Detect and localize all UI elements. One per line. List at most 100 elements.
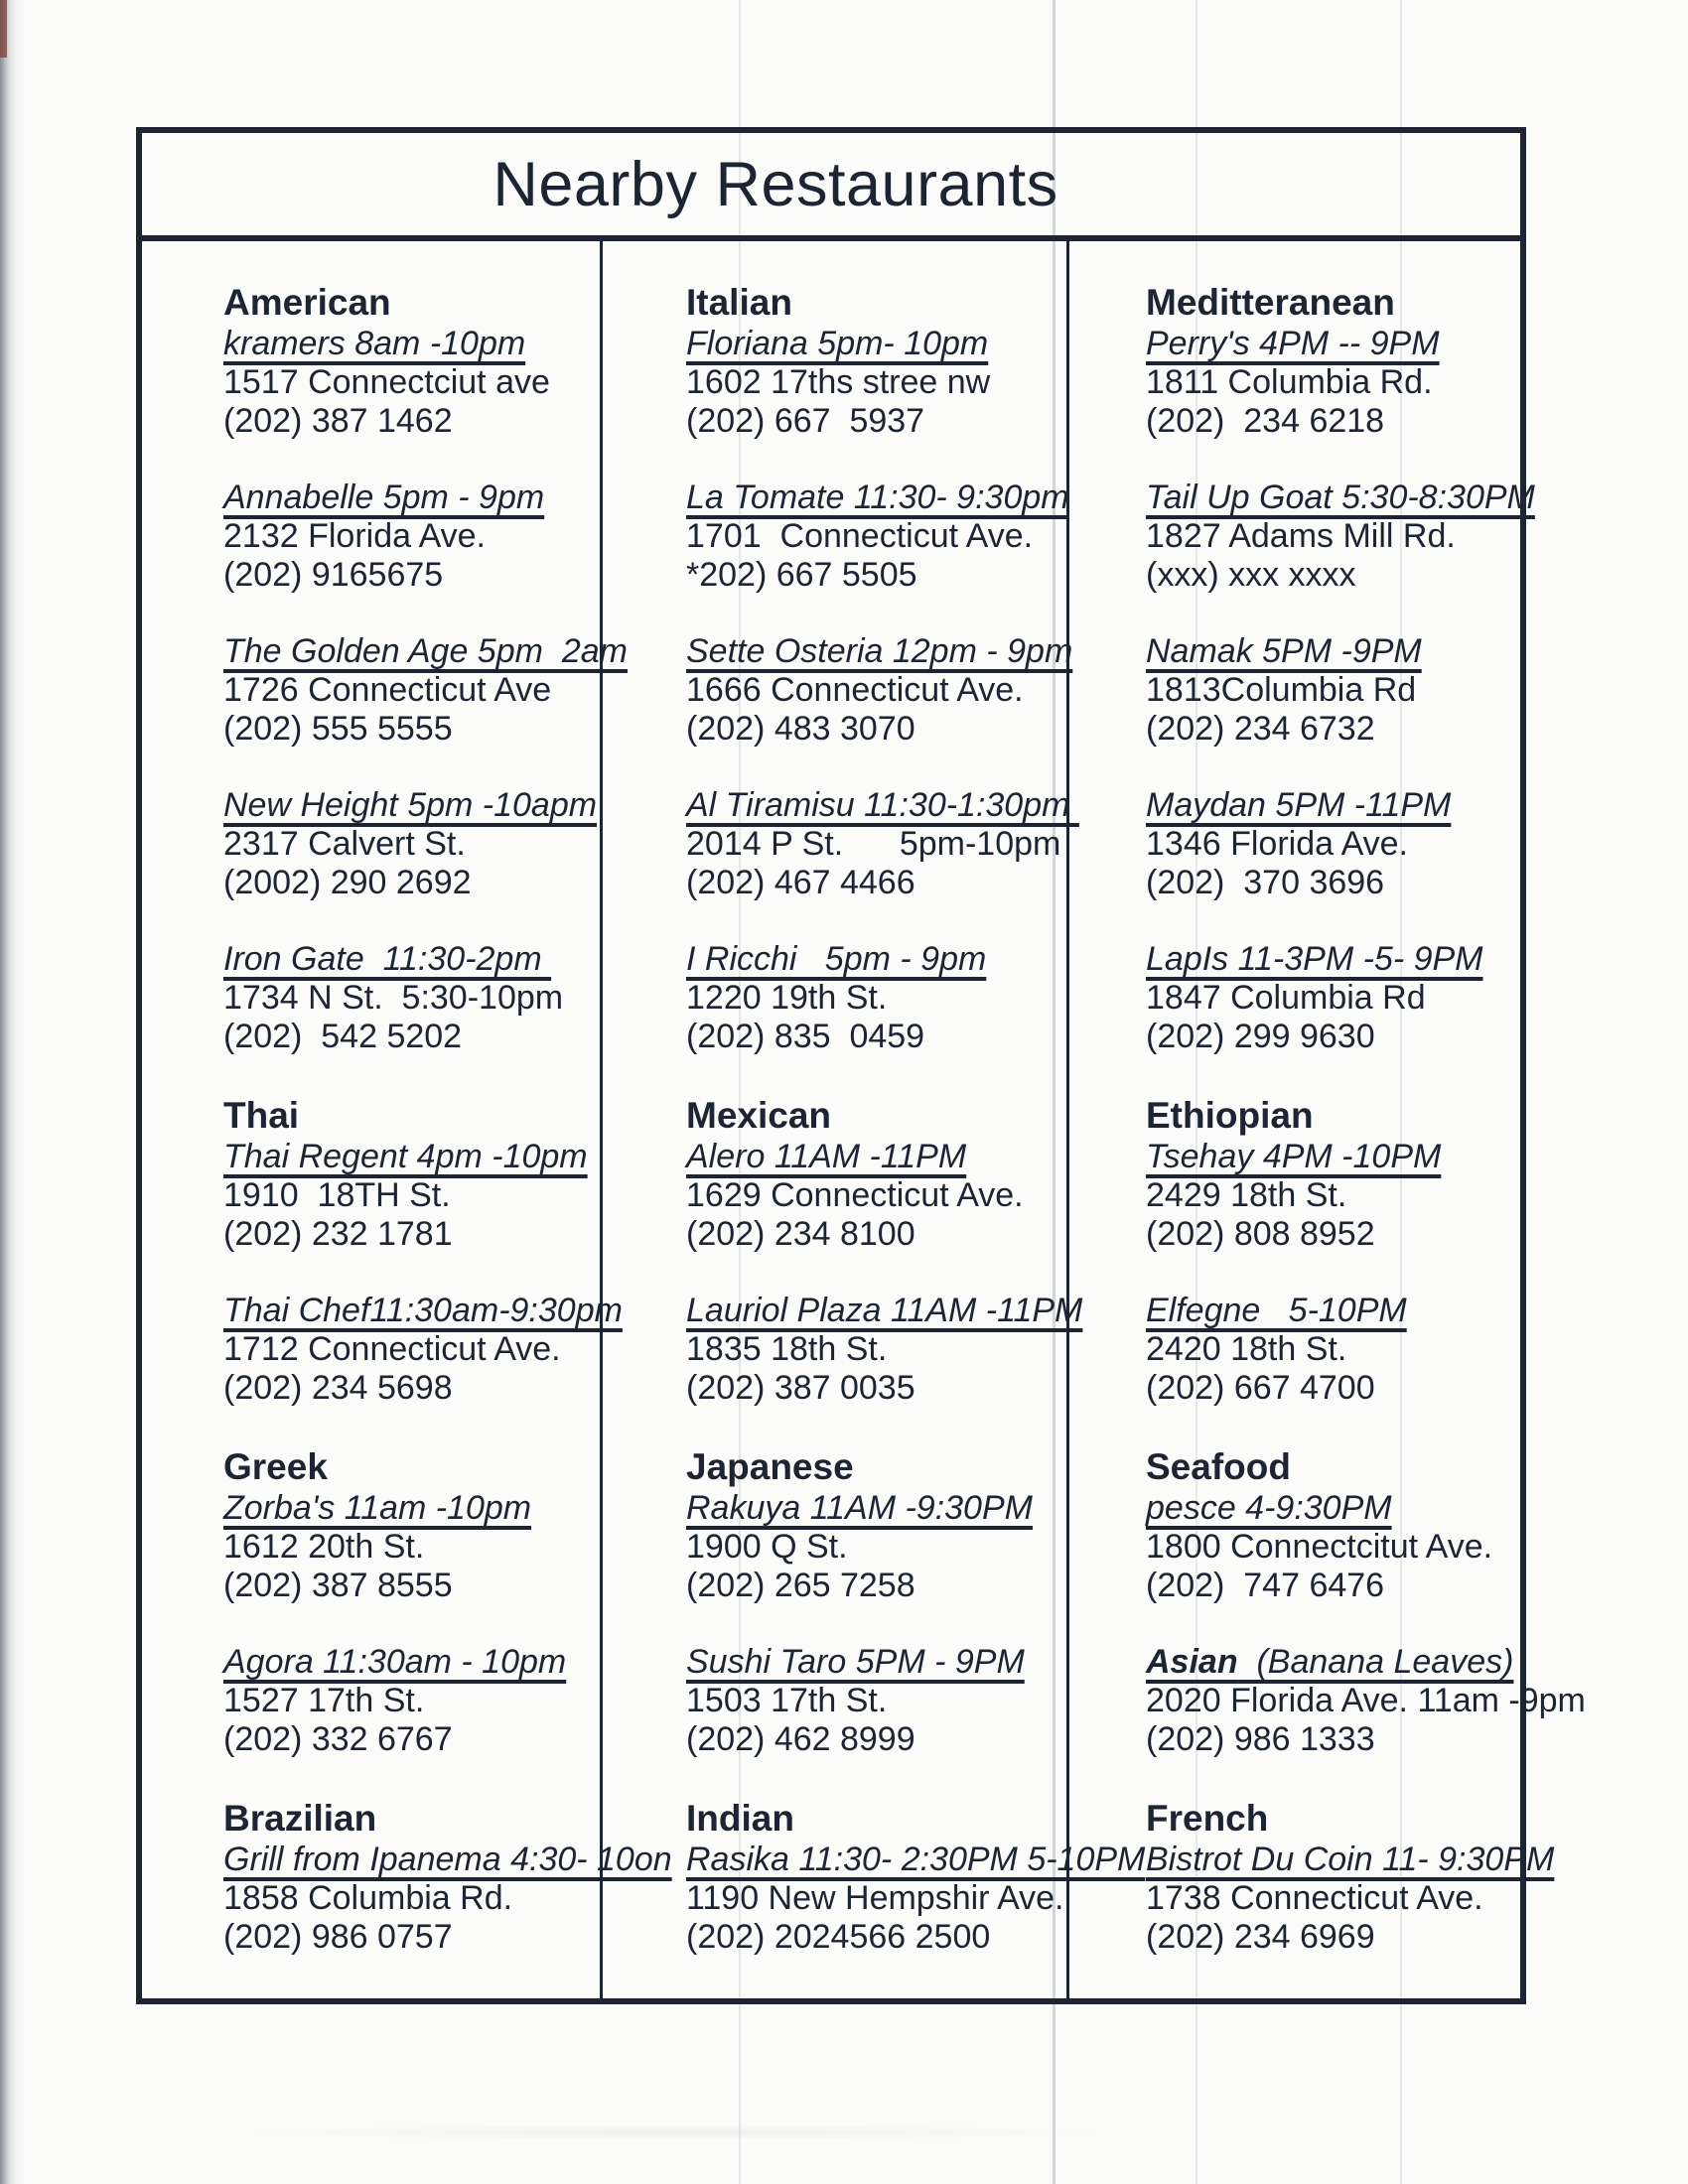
cuisine-section-mexican: Mexican Alero 11AM -11PM 1629 Connecticut … bbox=[686, 1094, 1082, 1408]
restaurant-name-hours: LapIs 11-3PM -5- 9PM bbox=[1146, 940, 1586, 979]
restaurant-address: 1827 Adams Mill Rd. bbox=[1146, 517, 1456, 555]
scan-streak bbox=[1053, 0, 1055, 2184]
restaurant-entry: The Golden Age 5pm 2am 1726 Connecticut A… bbox=[223, 632, 628, 749]
restaurant-address: 1738 Connecticut Ave. bbox=[1146, 1879, 1483, 1917]
restaurant-address: 1726 Connecticut Ave bbox=[223, 671, 552, 709]
restaurant-address: 1813Columbia Rd bbox=[1146, 671, 1417, 709]
restaurant-name-hours: Bistrot Du Coin 11- 9:30PM bbox=[1146, 1841, 1586, 1879]
restaurant-entry: Rasika 11:30- 2:30PM 5-10PM 1190 New Hemp… bbox=[686, 1841, 1145, 1957]
restaurant-phone: (202) 667 5937 bbox=[686, 402, 925, 440]
restaurant-phone: (202) 332 6767 bbox=[223, 1720, 453, 1758]
restaurant-entry: Sushi Taro 5PM - 9PM 1503 17th St. (202) 4… bbox=[686, 1643, 1066, 1759]
restaurant-phone: (xxx) xxx xxxx bbox=[1146, 556, 1356, 594]
restaurant-phone: (202) 462 8999 bbox=[686, 1720, 915, 1758]
restaurant-phone: (202) 808 8952 bbox=[1146, 1215, 1375, 1253]
restaurant-name-text: The Golden Age 5pm 2am bbox=[223, 632, 628, 670]
cuisine-header: American bbox=[223, 282, 391, 323]
restaurant-name-hours: kramers 8am -10pm bbox=[223, 325, 600, 363]
restaurant-address: 2020 Florida Ave. 11am -9pm bbox=[1146, 1682, 1586, 1719]
restaurant-name-hours: Perry's 4PM -- 9PM bbox=[1146, 325, 1586, 363]
restaurant-name-text: Floriana 5pm- 10pm bbox=[686, 325, 989, 362]
restaurant-name-hours: Grill from Ipanema 4:30- 10on bbox=[223, 1841, 672, 1879]
cuisine-header: Brazilian bbox=[223, 1798, 377, 1839]
restaurant-address: 1800 Connectcitut Ave. bbox=[1146, 1528, 1493, 1566]
restaurant-name-hours: Al Tiramisu 11:30-1:30pm bbox=[686, 786, 1069, 825]
title-row: Nearby Restaurants bbox=[142, 133, 1520, 241]
restaurant-entry: Tail Up Goat 5:30-8:30PM 1827 Adams Mill … bbox=[1146, 478, 1586, 595]
restaurant-name-text: Tail Up Goat 5:30-8:30PM bbox=[1146, 478, 1535, 516]
scan-streak bbox=[1196, 0, 1197, 2184]
restaurant-address: 1629 Connecticut Ave. bbox=[686, 1176, 1024, 1214]
restaurants-table: Nearby Restaurants American kramers 8am -… bbox=[136, 127, 1586, 2004]
restaurant-name-text: Thai Chef11:30am-9:30pm bbox=[223, 1292, 623, 1329]
restaurant-name-bold: Asian bbox=[1146, 1643, 1238, 1681]
cuisine-section-japanese: Japanese Rakuya 11AM -9:30PM 1900 Q St. (20… bbox=[686, 1445, 1066, 1759]
restaurant-entry: Tsehay 4PM -10PM 2429 18th St. (202) 808 8… bbox=[1146, 1138, 1586, 1254]
restaurant-name-text: Rasika 11:30- 2:30PM 5-10PM bbox=[686, 1841, 1146, 1878]
restaurant-phone: (202) 234 8100 bbox=[686, 1215, 915, 1253]
restaurant-address: 1517 Connectciut ave bbox=[223, 363, 550, 401]
restaurant-name-text: I Ricchi 5pm - 9pm bbox=[686, 940, 987, 978]
restaurant-address: 1220 19th St. bbox=[686, 979, 888, 1017]
restaurant-phone: (202) 299 9630 bbox=[1146, 1018, 1375, 1055]
cuisine-header: Greek bbox=[223, 1446, 328, 1487]
cuisine-header: Indian bbox=[686, 1798, 794, 1839]
column-3: Meditteranean Perry's 4PM -- 9PM 1811 Colu… bbox=[1069, 241, 1586, 1998]
restaurant-name-hours: Rasika 11:30- 2:30PM 5-10PM bbox=[686, 1841, 1145, 1879]
restaurant-name-hours: Iron Gate 11:30-2pm bbox=[223, 940, 600, 979]
restaurant-address: 2429 18th St. bbox=[1146, 1176, 1347, 1214]
restaurant-address: 1910 18TH St. bbox=[223, 1176, 451, 1214]
cuisine-section-meditteranean: Meditteranean Perry's 4PM -- 9PM 1811 Colu… bbox=[1146, 281, 1586, 1056]
cuisine-header: Italian bbox=[686, 282, 792, 323]
restaurant-entry: Sette Osteria 12pm - 9pm 1666 Connecticut… bbox=[686, 632, 1072, 749]
restaurant-entry: Thai Regent 4pm -10pm 1910 18TH St. (202) … bbox=[223, 1138, 600, 1254]
restaurant-name-text: kramers 8am -10pm bbox=[223, 325, 526, 362]
restaurant-name-text: Tsehay 4PM -10PM bbox=[1146, 1138, 1442, 1175]
restaurant-name-text: Lauriol Plaza 11AM -11PM bbox=[686, 1292, 1083, 1329]
restaurant-address: 1503 17th St. bbox=[686, 1682, 888, 1719]
restaurant-phone: (202) 747 6476 bbox=[1146, 1567, 1385, 1604]
restaurant-entry: I Ricchi 5pm - 9pm 1220 19th St. (202) 835… bbox=[686, 940, 1066, 1056]
cuisine-header: Meditteranean bbox=[1146, 282, 1395, 323]
restaurant-phone: (202) 232 1781 bbox=[223, 1215, 453, 1253]
restaurant-phone: (2002) 290 2692 bbox=[223, 864, 472, 901]
restaurant-name-text: Al Tiramisu 11:30-1:30pm bbox=[686, 786, 1079, 824]
restaurant-name-text: Perry's 4PM -- 9PM bbox=[1146, 325, 1440, 362]
restaurant-entry: Lauriol Plaza 11AM -11PM 1835 18th St. (20… bbox=[686, 1292, 1082, 1408]
restaurant-address: 1346 Florida Ave. bbox=[1146, 825, 1408, 863]
cuisine-section-thai: Thai Thai Regent 4pm -10pm 1910 18TH St. (2… bbox=[223, 1094, 623, 1408]
restaurant-entry: Annabelle 5pm - 9pm 2132 Florida Ave. (202… bbox=[223, 478, 600, 595]
restaurant-phone: (202) 2024566 2500 bbox=[686, 1918, 991, 1956]
restaurant-phone: (202) 265 7258 bbox=[686, 1567, 915, 1604]
restaurant-phone: (202) 234 6969 bbox=[1146, 1918, 1375, 1956]
restaurant-name-hours: Namak 5PM -9PM bbox=[1146, 632, 1586, 671]
restaurant-phone: (202) 387 1462 bbox=[223, 402, 453, 440]
cuisine-section-seafood: Seafood pesce 4-9:30PM 1800 Connectcitut A… bbox=[1146, 1445, 1586, 1759]
restaurant-address: 1190 New Hempshir Ave. bbox=[686, 1879, 1064, 1917]
restaurant-name-hours: La Tomate 11:30- 9:30pm bbox=[686, 478, 1069, 517]
restaurant-entry: Rakuya 11AM -9:30PM 1900 Q St. (202) 265 7… bbox=[686, 1489, 1066, 1605]
restaurant-phone: (202) 467 4466 bbox=[686, 864, 915, 901]
restaurant-phone: (202) 387 0035 bbox=[686, 1369, 915, 1407]
restaurant-entry: LapIs 11-3PM -5- 9PM 1847 Columbia Rd (202… bbox=[1146, 940, 1586, 1056]
restaurant-entry: Floriana 5pm- 10pm 1602 17ths stree nw (20… bbox=[686, 325, 1066, 441]
restaurant-phone: (202) 387 8555 bbox=[223, 1567, 453, 1604]
restaurant-name-hours: Agora 11:30am - 10pm bbox=[223, 1643, 600, 1682]
restaurant-name-hours: Tsehay 4PM -10PM bbox=[1146, 1138, 1586, 1176]
scan-streak bbox=[739, 0, 741, 2184]
cuisine-section-american: American kramers 8am -10pm 1517 Connectciu… bbox=[223, 281, 628, 1056]
cuisine-header: Mexican bbox=[686, 1095, 832, 1136]
restaurant-entry: Agora 11:30am - 10pm 1527 17th St. (202) 3… bbox=[223, 1643, 600, 1759]
restaurant-name-hours: The Golden Age 5pm 2am bbox=[223, 632, 628, 671]
restaurant-address: 1858 Columbia Rd. bbox=[223, 1879, 513, 1917]
restaurant-entry: pesce 4-9:30PM 1800 Connectcitut Ave. (202… bbox=[1146, 1489, 1586, 1605]
restaurant-name-text: Namak 5PM -9PM bbox=[1146, 632, 1422, 670]
restaurant-name-text: (Banana Leaves) bbox=[1237, 1643, 1514, 1681]
restaurant-name-text: Zorba's 11am -10pm bbox=[223, 1489, 532, 1527]
restaurant-entry: La Tomate 11:30- 9:30pm 1701 Connecticut … bbox=[686, 478, 1069, 595]
restaurant-name-text: Rakuya 11AM -9:30PM bbox=[686, 1489, 1033, 1527]
cuisine-section-italian: Italian Floriana 5pm- 10pm 1602 17ths stre… bbox=[686, 281, 1072, 1056]
restaurant-address: 2014 P St. 5pm-10pm bbox=[686, 825, 1061, 863]
restaurant-name-text: Iron Gate 11:30-2pm bbox=[223, 940, 552, 978]
restaurant-name-text: Alero 11AM -11PM bbox=[686, 1138, 967, 1175]
